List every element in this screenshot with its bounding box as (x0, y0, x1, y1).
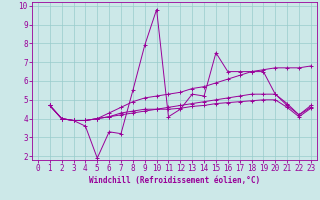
X-axis label: Windchill (Refroidissement éolien,°C): Windchill (Refroidissement éolien,°C) (89, 176, 260, 185)
